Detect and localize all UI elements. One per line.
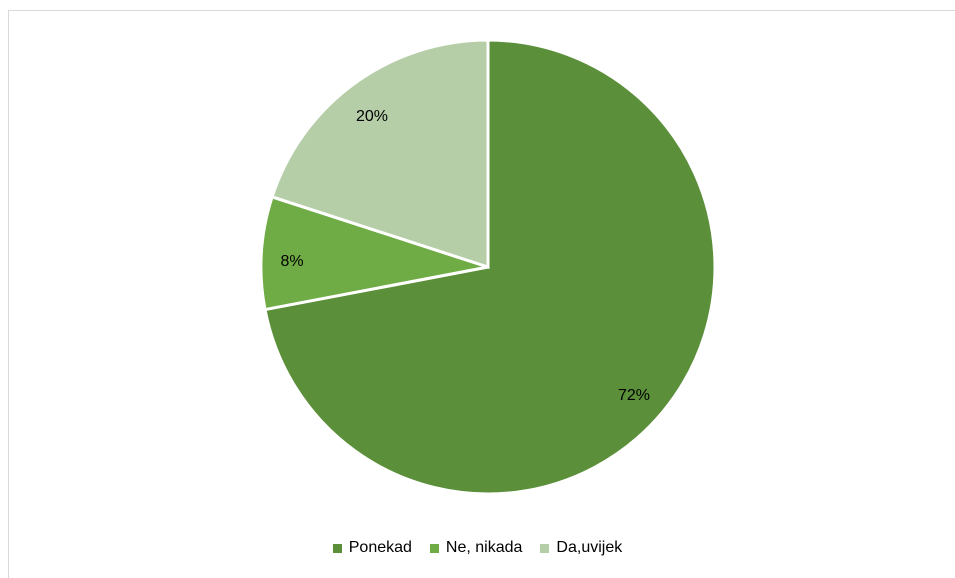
legend-swatch-ponekad [332, 543, 342, 553]
data-label-ne-nikada: 8% [280, 253, 303, 270]
legend-swatch-ne-nikada [429, 543, 439, 553]
pie-slice-ne-nikada [259, 194, 489, 312]
legend-swatch-da-uvijek [540, 543, 550, 553]
legend-item-da-uvijek: Da,uvijek [540, 539, 622, 557]
legend-label-ponekad: Ponekad [348, 539, 412, 556]
legend-item-ponekad: Ponekad [332, 539, 412, 557]
legend-label-ne-nikada: Ne, nikada [445, 539, 523, 556]
data-label-da-uvijek: 20% [356, 108, 388, 125]
legend-item-ne-nikada: Ne, nikada [429, 539, 523, 557]
data-label-ponekad: 72% [618, 387, 650, 404]
pie-slice-da-uvijek [270, 38, 490, 270]
pie-slice-ponekad [263, 38, 717, 496]
legend: Ponekad Ne, nikada Da,uvijek [0, 535, 955, 561]
legend-label-da-uvijek: Da,uvijek [556, 539, 623, 556]
